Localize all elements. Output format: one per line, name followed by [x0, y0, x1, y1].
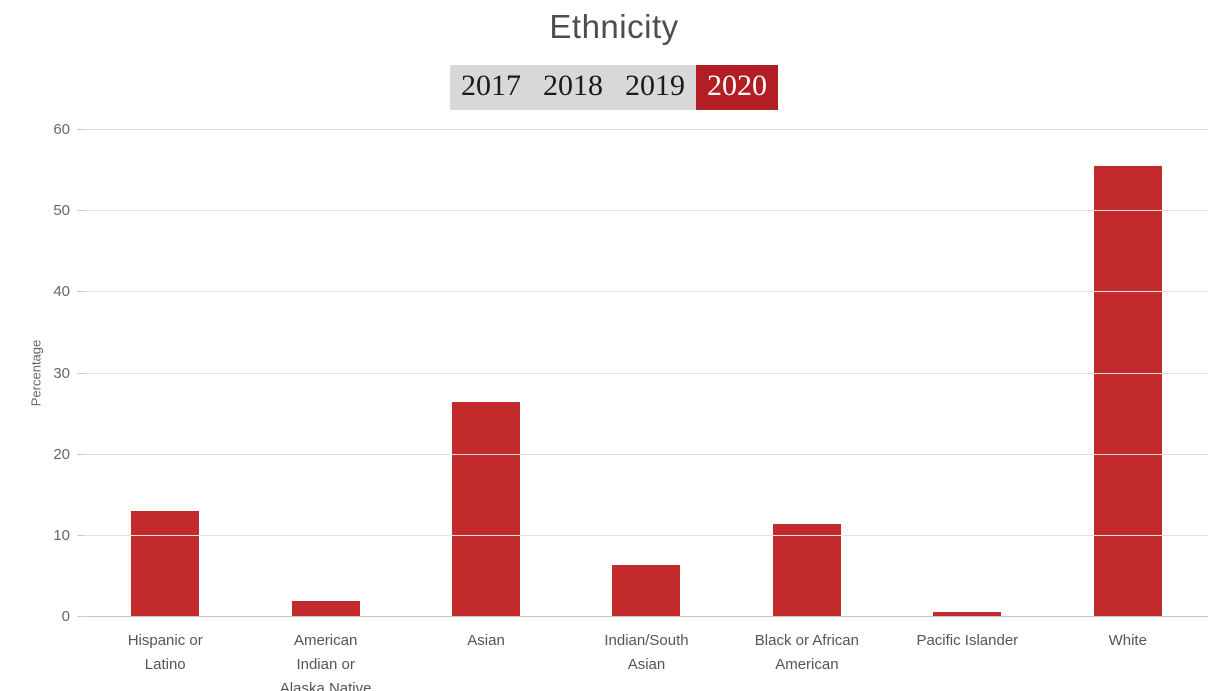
bar-black-or-african-american[interactable]	[772, 523, 841, 617]
x-tick-label: Asian	[467, 632, 505, 649]
y-tick-mark	[77, 210, 85, 212]
bar-indian-south-asian[interactable]	[612, 565, 681, 617]
y-tick-label: 10	[53, 526, 70, 544]
tab-2019[interactable]: 2019	[614, 65, 696, 110]
y-tick-label: 50	[53, 202, 70, 220]
bar-column	[566, 130, 726, 617]
x-tick-label: Pacific Islander	[916, 632, 1019, 649]
y-tick-label: 30	[53, 364, 70, 382]
x-tick-label: Indian/South Asian	[604, 632, 689, 673]
bar-column	[727, 130, 887, 617]
plot-area	[77, 129, 1208, 617]
x-tick-label: Hispanic or Latino	[127, 632, 203, 673]
bar-column	[245, 130, 405, 617]
bar-white[interactable]	[1093, 165, 1162, 617]
gridline-50	[85, 210, 1208, 212]
y-tick-label: 60	[53, 121, 70, 138]
gridline-0	[85, 616, 1208, 617]
tab-2018[interactable]: 2018	[532, 65, 614, 110]
tab-2017[interactable]: 2017	[450, 65, 532, 110]
bar-hispanic-or-latino[interactable]	[131, 511, 200, 617]
y-tick-mark	[77, 372, 85, 374]
x-labels: Hispanic or Latino American Indian or Alaska…	[85, 629, 1208, 691]
y-tick-label: 40	[53, 283, 70, 301]
y-tick-mark	[77, 534, 85, 536]
y-tick-mark	[77, 291, 85, 293]
y-axis: 0 10 20 30 40 50 60	[0, 121, 70, 625]
bar-asian[interactable]	[452, 401, 521, 617]
bar-column	[887, 130, 1047, 617]
y-tick-mark	[77, 453, 85, 455]
gridline-60	[85, 129, 1208, 130]
bars	[85, 130, 1208, 617]
year-tabs: 2017 2018 2019 2020	[0, 65, 1228, 110]
bar-column	[85, 130, 245, 617]
bar-column	[406, 130, 566, 617]
bar-pacific-islander[interactable]	[933, 612, 1002, 617]
x-tick-label: Black or African American	[754, 632, 859, 673]
y-tick-mark	[77, 616, 85, 617]
x-tick-label: American Indian or Alaska Native	[279, 632, 372, 691]
gridline-30	[85, 372, 1208, 374]
bar-column	[1048, 130, 1208, 617]
x-tick-label: White	[1108, 632, 1147, 649]
bar-american-indian-or-alaska-native[interactable]	[291, 600, 360, 617]
chart-title: Ethnicity	[549, 8, 679, 45]
gridline-20	[85, 453, 1208, 455]
tab-2020[interactable]: 2020	[696, 65, 778, 110]
gridline-40	[85, 291, 1208, 293]
y-tick-label: 0	[61, 608, 70, 625]
y-tick-mark	[77, 129, 85, 130]
gridline-10	[85, 534, 1208, 536]
y-tick-label: 20	[53, 445, 70, 463]
